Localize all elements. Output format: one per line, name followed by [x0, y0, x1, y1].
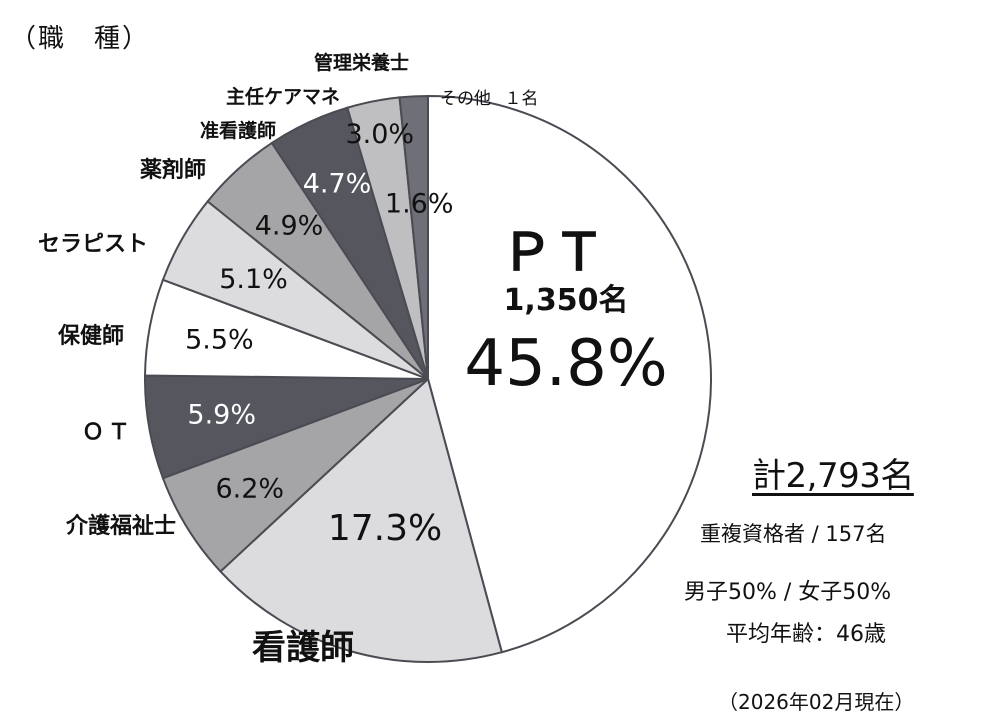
slice-percent-label: 6.2% [215, 474, 284, 505]
other-label: その他 [440, 89, 491, 109]
pt-category-label: ＰＴ [501, 223, 605, 283]
slice-percent-label: 4.9% [255, 211, 324, 242]
legend-label-yakuzaishi: 薬剤師 [140, 158, 207, 183]
gender-ratio: 男子50% / 女子50% [684, 580, 892, 605]
pie-slice [398, 94, 429, 380]
legend-label-caremanager: 主任ケアマネ [226, 86, 341, 108]
legend-label-eiyoushi: 管理栄養士 [314, 52, 410, 74]
pie-slices [144, 94, 712, 663]
other-count: １名 [504, 89, 539, 109]
average-age: 平均年齢：46歳 [726, 622, 886, 647]
legend-label-kaigo: 介護福祉士 [66, 514, 177, 539]
legend-label-hokenshi: 保健師 [58, 324, 125, 349]
slice-percent-label: 5.5% [185, 324, 254, 355]
slice-percent-label: 4.7% [303, 169, 372, 200]
pie-inner-labels: 17.3% 6.2% 5.9% 5.5% 5.1% 4.9% 4.7% 3.0% 1.6% ＰＴ1… [185, 119, 668, 549]
total-count: 計2,793名 [752, 456, 914, 496]
slice-percent-label: 1.6% [385, 188, 454, 219]
as-of-date: （2026年02月現在） [718, 690, 915, 714]
legend-label-other: その他 １名 [440, 84, 538, 109]
pie-slice [219, 377, 504, 663]
pt-percent-label: 45.8% [464, 327, 667, 401]
legend-label-kango: 看護師 [252, 628, 354, 668]
pie-slice [427, 94, 712, 654]
slice-percent-label: 17.3% [328, 508, 442, 549]
duplicate-qualifications: 重複資格者 / 157名 [700, 522, 887, 546]
legend-label-junkango: 准看護師 [200, 120, 277, 142]
legend-label-ot: ＯＴ [82, 420, 135, 445]
slice-percent-label: 3.0% [345, 119, 414, 150]
slice-percent-label: 5.1% [219, 264, 288, 295]
chart-title: （職 種） [10, 24, 151, 54]
slice-percent-label: 5.9% [187, 400, 256, 431]
pt-count-label: 1,350名 [504, 283, 629, 318]
legend-label-therapist: セラピスト [38, 232, 149, 257]
